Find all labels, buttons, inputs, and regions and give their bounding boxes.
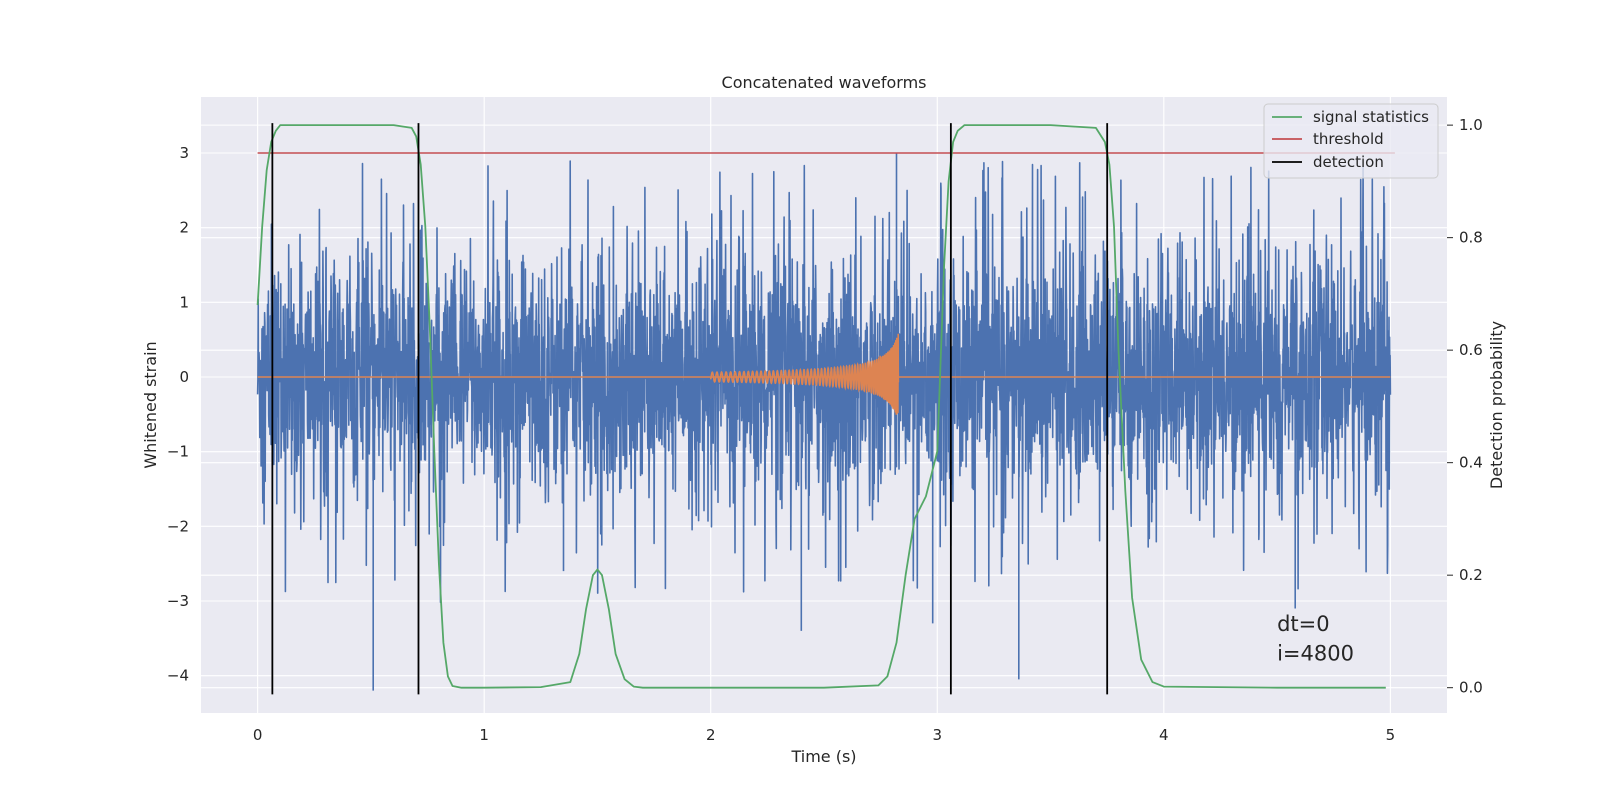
y-tick-label: 3 xyxy=(179,144,189,162)
x-tick-label: 5 xyxy=(1386,726,1396,744)
grid xyxy=(201,97,1447,713)
y2-tick-label: 0.0 xyxy=(1459,679,1483,697)
y2-tick-label: 0.8 xyxy=(1459,229,1483,247)
series-layer xyxy=(256,123,1395,695)
legend-entry-signal-statistics: signal statistics xyxy=(1313,108,1429,126)
y2-tick-label: 1.0 xyxy=(1459,116,1483,134)
x-tick-label: 1 xyxy=(479,726,489,744)
x-tick-label: 2 xyxy=(706,726,716,744)
signal-statistics-line xyxy=(256,124,1386,689)
x-axis-ticks: 0 1 2 3 4 5 xyxy=(253,726,1395,744)
y2-tick-label: 0.2 xyxy=(1459,566,1483,584)
legend-entry-detection: detection xyxy=(1313,153,1384,171)
template-chirp-line xyxy=(709,333,900,415)
annotations: dt=0 i=4800 xyxy=(1277,612,1354,666)
y-axis-ticks: −4 −3 −2 −1 0 1 2 3 xyxy=(167,144,189,685)
legend-box xyxy=(1263,103,1439,179)
x-tick-label: 4 xyxy=(1159,726,1169,744)
legend: signal statistics threshold detection xyxy=(1263,103,1439,179)
y-tick-label: 2 xyxy=(179,219,189,237)
legend-entry-threshold: threshold xyxy=(1313,130,1384,148)
y-tick-label: 1 xyxy=(179,293,189,311)
annotation-i: i=4800 xyxy=(1277,642,1354,666)
x-tick-label: 3 xyxy=(932,726,942,744)
y-tick-label: −1 xyxy=(167,443,189,461)
y2-tick-label: 0.6 xyxy=(1459,341,1483,359)
y-tick-label: −4 xyxy=(167,667,189,685)
y2-axis-label: Detection probability xyxy=(1487,321,1506,489)
chart-title: Concatenated waveforms xyxy=(722,73,927,92)
annotation-dt: dt=0 xyxy=(1277,612,1330,636)
y-axis-label: Whitened strain xyxy=(141,341,160,468)
y2-tick-label: 0.4 xyxy=(1459,454,1483,472)
x-tick-label: 0 xyxy=(253,726,263,744)
y2-axis-ticks: 0.0 0.2 0.4 0.6 0.8 1.0 xyxy=(1447,116,1483,697)
y-tick-label: 0 xyxy=(179,368,189,386)
y-tick-label: −3 xyxy=(167,592,189,610)
x-axis-label: Time (s) xyxy=(790,747,856,766)
y-tick-label: −2 xyxy=(167,517,189,535)
